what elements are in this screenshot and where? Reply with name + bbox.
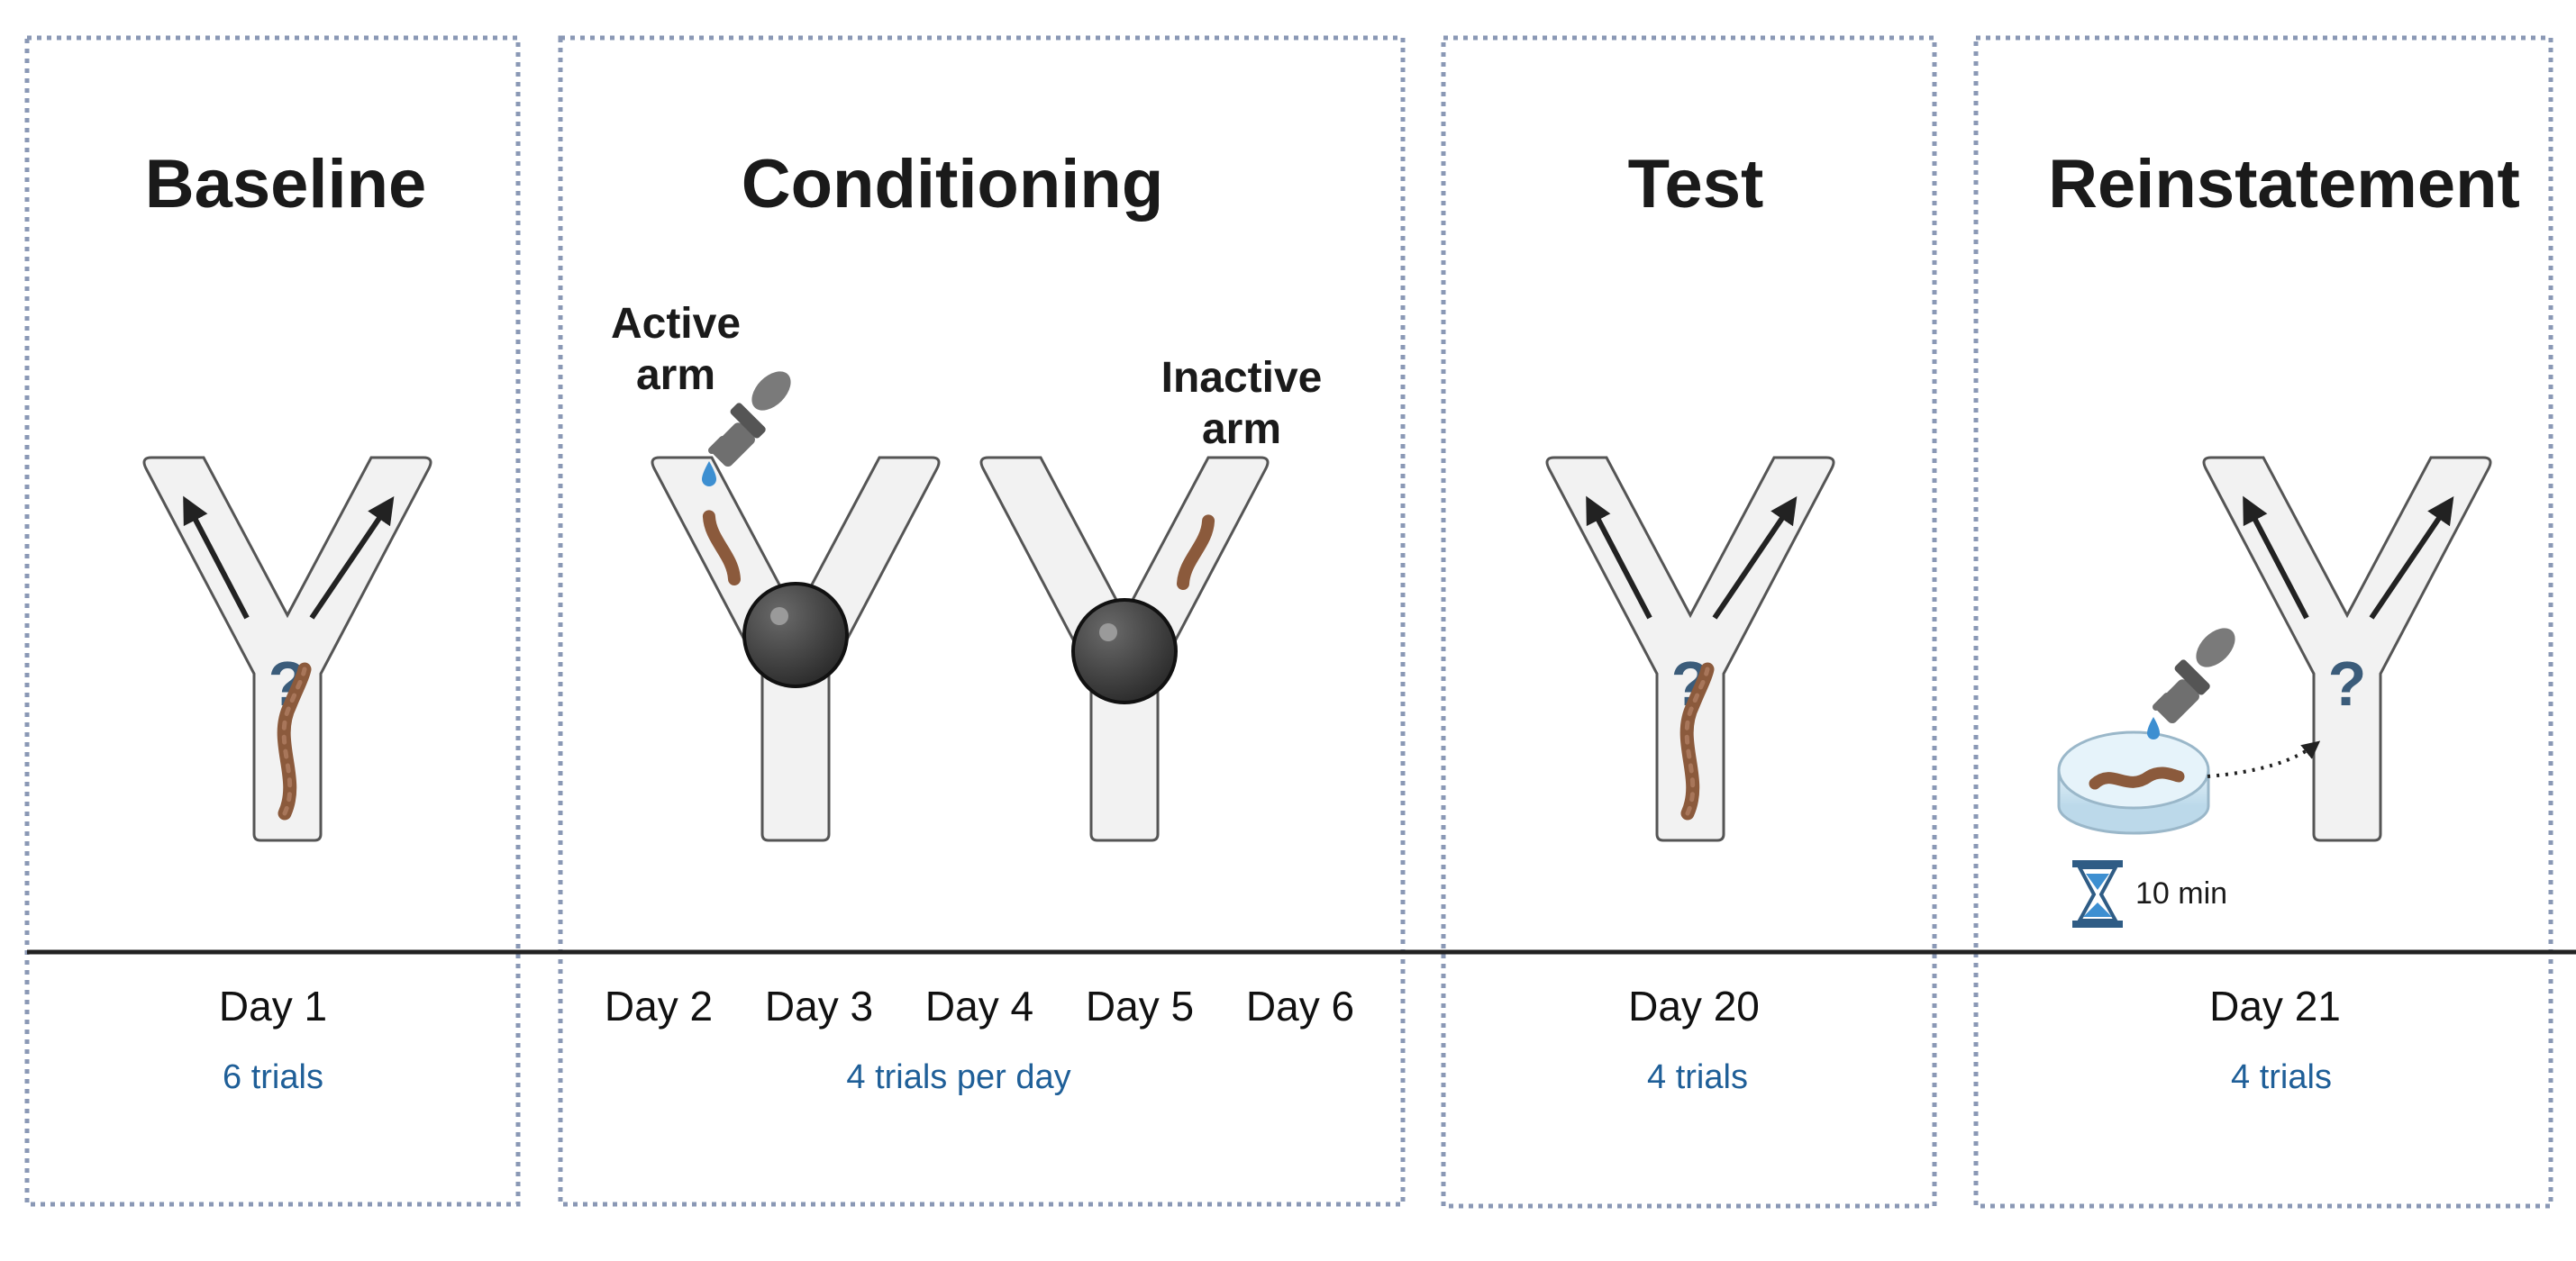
inactive-arm-label-line2: arm xyxy=(1202,405,1281,453)
day-label: Day 4 xyxy=(925,983,1033,1030)
day-label: Day 20 xyxy=(1628,983,1760,1030)
inactive-arm-label-line1: Inactive xyxy=(1161,354,1323,402)
hourglass-icon xyxy=(2072,860,2123,928)
ball-icon xyxy=(1071,598,1178,704)
day-label: Day 3 xyxy=(765,983,873,1030)
day-label: Day 6 xyxy=(1246,983,1354,1030)
transfer-arrow-icon xyxy=(2207,740,2321,778)
panel-borders xyxy=(24,35,2553,1209)
baseline-panel xyxy=(24,35,521,1207)
right-arrow-icon xyxy=(309,496,395,620)
test-title: Test xyxy=(1628,146,1764,222)
timer-label: 10 min xyxy=(2135,876,2227,911)
droplet-icon xyxy=(2147,717,2160,739)
conditioning-y-maze-inactive xyxy=(979,456,1270,842)
reinstatement-title: Reinstatement xyxy=(2048,146,2520,222)
ball-highlight xyxy=(770,607,788,625)
conditioning-panel xyxy=(558,35,1406,1207)
active-arm-label-line1: Active xyxy=(611,300,741,348)
reinstatement-panel xyxy=(1973,35,2553,1209)
trials-label: 4 trials per day xyxy=(846,1058,1070,1096)
reinstatement-y-maze: ? xyxy=(2202,456,2492,842)
day-label: Day 1 xyxy=(219,983,327,1030)
question-mark-icon: ? xyxy=(2328,649,2367,719)
baseline-y-maze: ? xyxy=(142,456,432,842)
day-label: Day 2 xyxy=(605,983,713,1030)
droplet-icon xyxy=(702,461,716,486)
test-y-maze: ? xyxy=(1545,456,1835,842)
active-arm-label-line2: arm xyxy=(636,351,715,399)
trials-label: 4 trials xyxy=(2231,1058,2332,1096)
test-panel xyxy=(1441,35,1937,1209)
trials-label: 6 trials xyxy=(223,1058,323,1096)
left-arrow-icon xyxy=(2243,495,2309,620)
right-arrow-icon xyxy=(2369,496,2454,620)
dropper-icon xyxy=(709,364,798,468)
worm-icon xyxy=(1177,514,1215,590)
left-arrow-icon xyxy=(183,495,250,620)
worm-icon xyxy=(2089,767,2185,790)
ball-highlight xyxy=(1099,623,1117,641)
ball-icon xyxy=(742,582,849,688)
petri-dish-icon xyxy=(2057,730,2210,835)
trials-label: 4 trials xyxy=(1647,1058,1748,1096)
day-label: Day 21 xyxy=(2209,983,2341,1030)
day-label: Day 5 xyxy=(1086,983,1194,1030)
conditioning-title: Conditioning xyxy=(742,146,1164,222)
conditioning-y-maze-active xyxy=(651,456,941,842)
baseline-title: Baseline xyxy=(145,146,427,222)
worm-icon xyxy=(702,510,741,585)
dropper-icon xyxy=(2153,621,2243,725)
right-arrow-icon xyxy=(1712,496,1798,620)
left-arrow-icon xyxy=(1586,495,1652,620)
